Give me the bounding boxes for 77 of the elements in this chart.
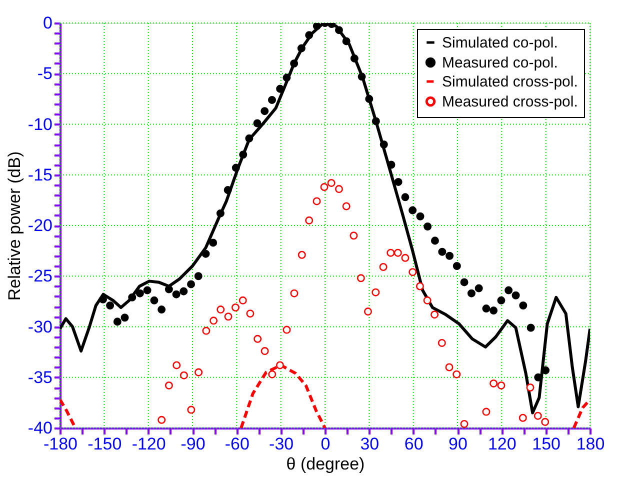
point: [430, 310, 439, 319]
point: [372, 288, 380, 296]
point: [172, 361, 181, 370]
point: [379, 263, 388, 272]
point: [180, 371, 188, 380]
point: [364, 308, 372, 316]
point: [164, 381, 173, 390]
x-tick-label: -60: [224, 434, 250, 454]
y-axis-title: Relative power (dB): [4, 151, 24, 301]
point: [350, 232, 358, 240]
point: [518, 414, 527, 422]
x-tick-label: -30: [269, 434, 294, 454]
point: [526, 384, 534, 392]
point: [460, 420, 468, 428]
x-tick-label: 30: [360, 434, 380, 454]
point: [423, 296, 432, 304]
point: [276, 361, 284, 370]
point: [238, 296, 247, 304]
point: [290, 289, 298, 298]
y-tick-label: -5: [37, 64, 52, 84]
point: [534, 412, 542, 420]
x-axis-title: θ (degree): [286, 454, 365, 474]
point: [408, 268, 417, 276]
point: [216, 306, 225, 314]
x-tick-label: -150: [88, 434, 122, 454]
point: [246, 310, 254, 318]
point: [394, 248, 402, 257]
point: [202, 326, 210, 335]
point: [482, 408, 490, 416]
y-tick-label: -35: [28, 368, 52, 387]
x-tick-label: 120: [488, 434, 516, 454]
point: [327, 178, 336, 187]
point: [541, 418, 550, 426]
point: [334, 185, 343, 194]
x-tick-label: 150: [532, 434, 561, 454]
x-tick-label: -120: [132, 434, 166, 454]
x-tick-label: 90: [448, 434, 468, 454]
point: [158, 416, 166, 424]
point: [445, 363, 454, 372]
point: [210, 316, 218, 325]
x-tick-label: -180: [43, 434, 78, 454]
point: [254, 334, 262, 343]
point: [401, 254, 410, 262]
point: [438, 338, 446, 347]
point: [320, 183, 328, 192]
point: [298, 250, 306, 259]
x-tick-label: 180: [576, 434, 605, 454]
point: [342, 202, 350, 210]
point: [312, 197, 321, 206]
y-tick-label: 0: [43, 14, 52, 32]
x-tick-label: 0: [320, 434, 330, 454]
point: [194, 368, 203, 376]
x-tick-label: -90: [180, 434, 206, 454]
legend-label: Measured cross-pol.: [442, 94, 578, 110]
legend-label: Simulated cross-pol.: [442, 74, 578, 90]
y-tick-label: -25: [28, 266, 52, 286]
point: [452, 370, 461, 378]
y-tick-label: -40: [28, 418, 52, 438]
x-tick-label: 60: [404, 434, 424, 454]
y-tick-label: -30: [28, 317, 52, 336]
y-tick-label: -15: [28, 165, 52, 184]
point: [386, 248, 395, 257]
point: [416, 282, 424, 290]
point: [490, 379, 498, 388]
point: [497, 381, 506, 390]
y-tick-label: -20: [28, 216, 52, 235]
legend-label: Simulated co-pol.: [442, 34, 558, 52]
legend-label: Measured co-pol.: [442, 54, 558, 72]
point: [260, 347, 269, 356]
point: [224, 312, 232, 321]
point: [231, 304, 240, 312]
point: [187, 406, 196, 414]
point: [305, 216, 314, 224]
point: [356, 274, 365, 282]
y-tick-label: -10: [28, 114, 52, 134]
point: [268, 370, 276, 378]
point: [282, 326, 291, 334]
